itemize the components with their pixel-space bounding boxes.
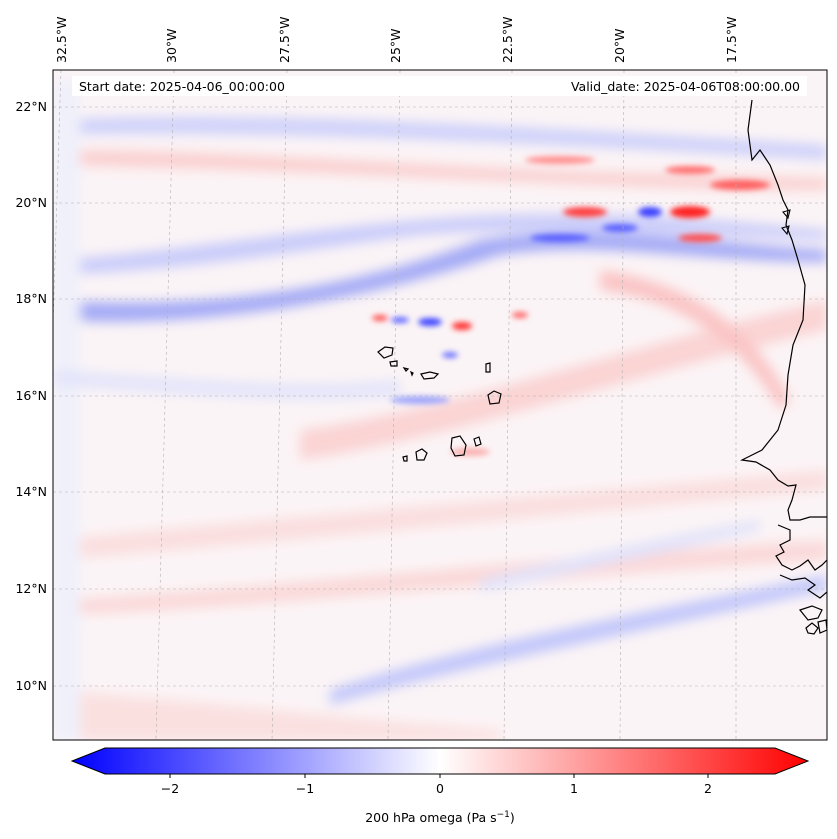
longitude-labels: 32.5°W 30°W 27.5°W 25°W 22.5°W 20°W 17.5… [54, 17, 739, 63]
lat-label: 14°N [15, 484, 47, 499]
colorbar-tick-label: −2 [161, 781, 179, 796]
lon-label: 32.5°W [54, 17, 69, 63]
colorbar: −2 −1 0 1 2 200 hPa omega (Pa s−1) [70, 747, 810, 825]
colorbar-body [70, 747, 810, 775]
lat-label: 20°N [15, 195, 47, 210]
cabo-verde-islands [377, 346, 502, 462]
valid-date: Valid_date: 2025-04-06T08:00:00.00 [571, 79, 800, 94]
latitude-labels: 22°N 20°N 18°N 16°N 14°N 12°N 10°N [15, 99, 47, 693]
colorbar-tick-label: 0 [436, 781, 444, 796]
lat-label: 18°N [15, 291, 47, 306]
omega-field [53, 70, 827, 740]
colorbar-tick-label: 2 [704, 781, 712, 796]
lon-label: 27.5°W [277, 17, 292, 63]
colorbar-tick-label: −1 [296, 781, 314, 796]
lon-label: 17.5°W [724, 17, 739, 63]
colorbar-tick-label: 1 [570, 781, 578, 796]
africa-coastline [740, 99, 827, 521]
map-frame [52, 69, 828, 741]
lon-label: 30°W [164, 28, 179, 63]
lon-label: 25°W [388, 28, 403, 63]
colorbar-ticks [169, 774, 709, 778]
lat-label: 12°N [15, 581, 47, 596]
lon-label: 22.5°W [500, 17, 515, 63]
lon-label: 20°W [612, 28, 627, 63]
lat-label: 22°N [15, 99, 47, 114]
colorbar-label: 200 hPa omega (Pa s−1) [365, 810, 515, 825]
start-date: Start date: 2025-04-06_00:00:00 [79, 79, 285, 94]
lat-label: 16°N [15, 388, 47, 403]
lat-label: 10°N [15, 678, 47, 693]
